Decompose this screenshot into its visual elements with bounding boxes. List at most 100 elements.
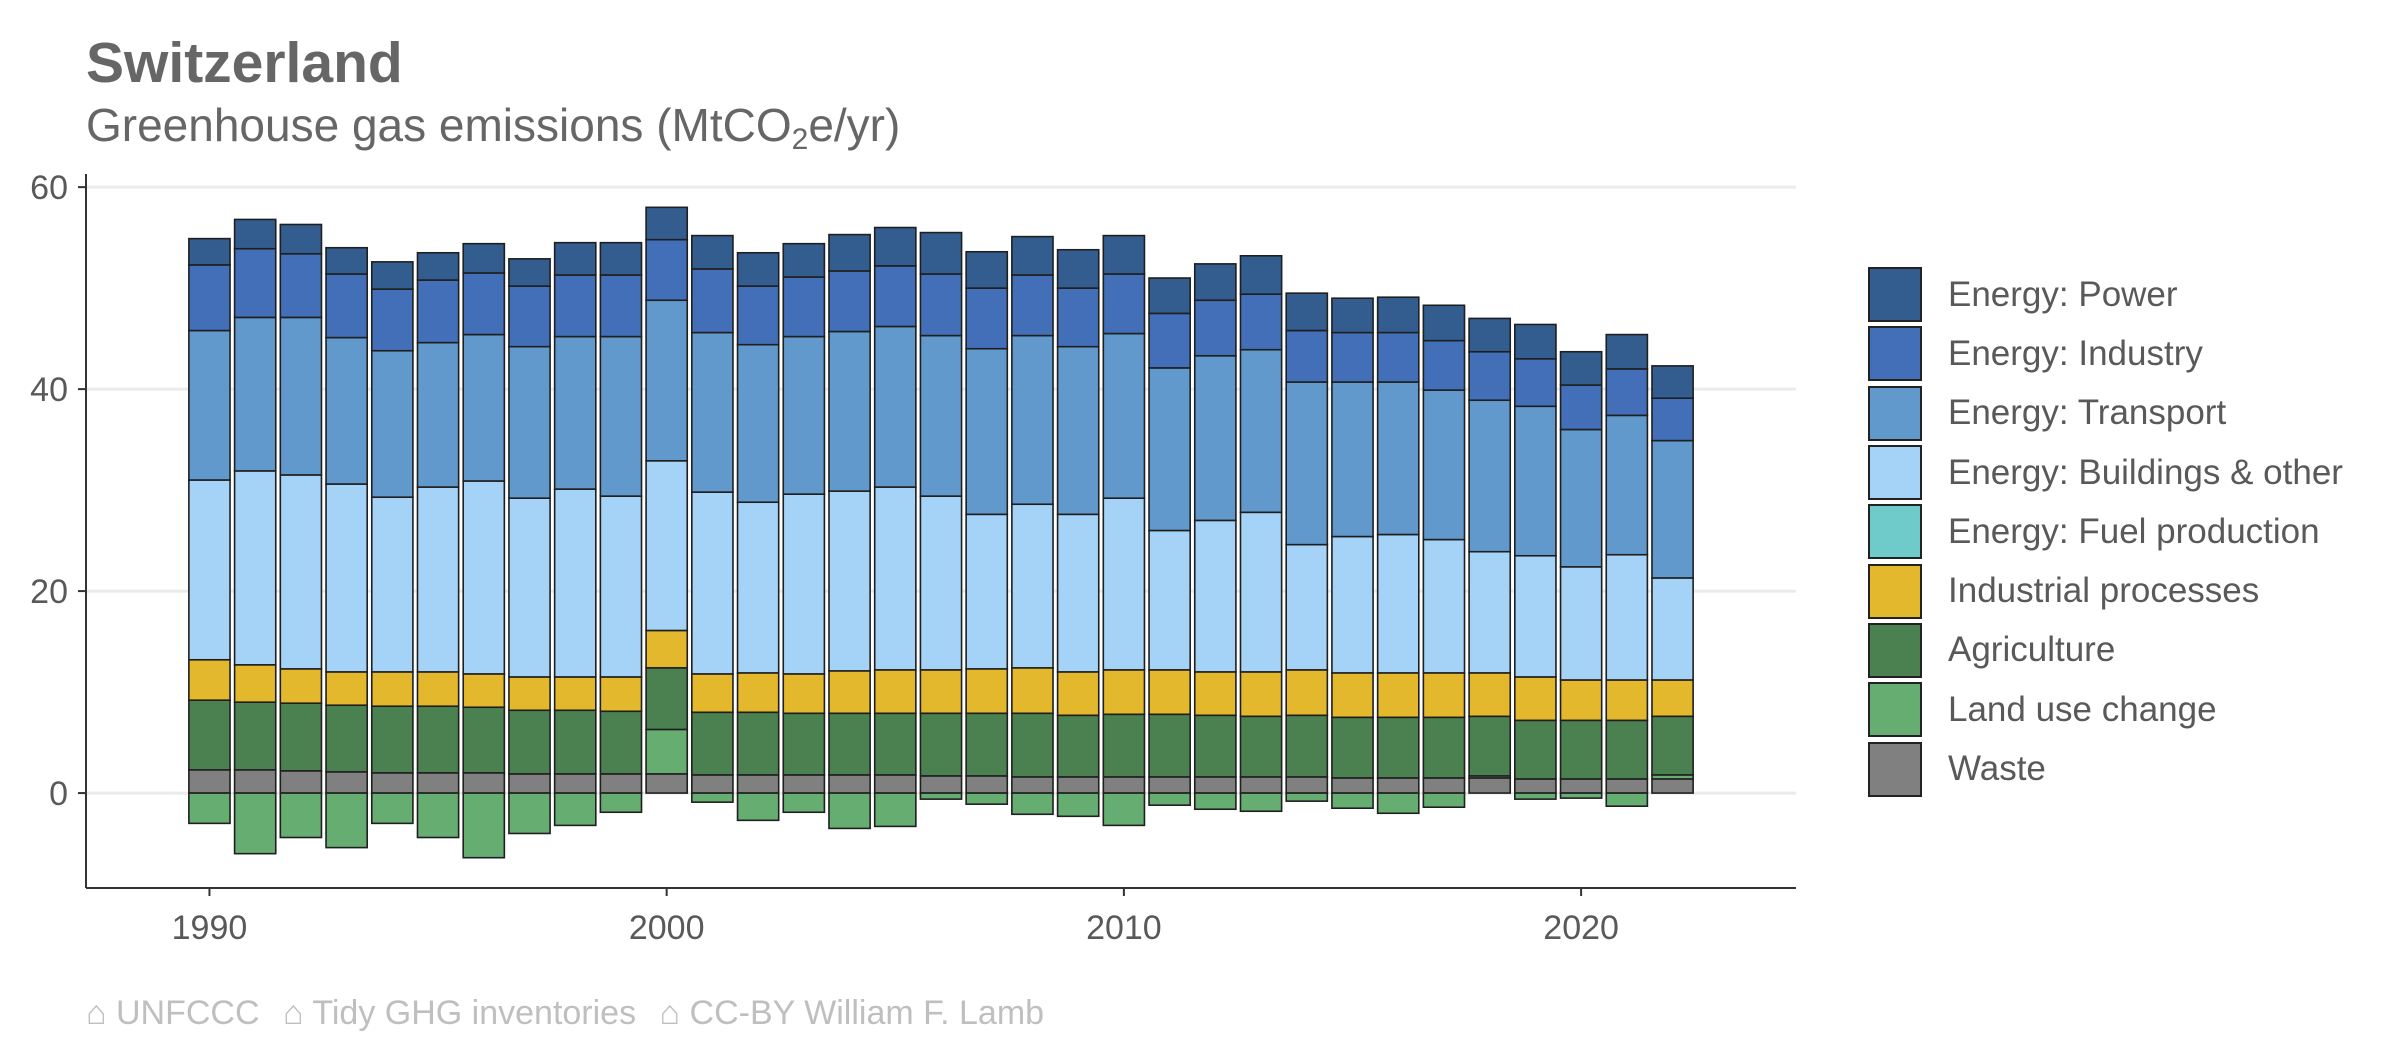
bar-segment-2017-3 [1422,672,1466,719]
bar-segment-2020-7 [1559,384,1603,431]
bar-segment-1991-5 [233,470,277,666]
x-tick-label-2000: 2000 [629,909,705,947]
bar-segment-2005-7 [873,265,917,328]
bar-segment-2022-6 [1651,439,1694,579]
legend-swatch-energy-transport [1868,385,1922,441]
bar-segment-2017-5 [1422,538,1466,674]
legend-item-energy-industry: Energy: Industry [1868,324,2343,383]
bar-segment-2000-1 [645,728,689,775]
bar-segment-1993-3 [325,671,368,707]
bar-segment-2021-2 [1605,719,1649,780]
bar-segment-2002-2 [736,711,780,776]
bar-segment-2008-1 [1011,792,1054,816]
bar-segment-1992-7 [279,252,323,319]
legend: Energy: Power Energy: Industry Energy: Tra… [1868,265,2343,799]
bar-segment-2020-8 [1559,350,1603,386]
bar-segment-2004-1 [828,792,871,830]
bar-segment-1997-8 [508,258,551,287]
bar-segment-2015-5 [1331,535,1374,674]
bar-segment-2001-0 [691,774,734,794]
bar-segment-2019-8 [1514,323,1557,360]
legend-label-energy-fuel-production: Energy: Fuel production [1948,511,2320,551]
bar-segment-1999-6 [599,335,643,497]
bar-segment-2005-1 [873,792,917,828]
bar-segment-1990-5 [188,479,231,661]
caption-source-unfccc: ⌂ UNFCCC [86,994,260,1032]
legend-label-land-use-change: Land use change [1948,689,2217,729]
bar-segment-2004-7 [828,270,871,333]
bar-segment-2018-3 [1468,672,1512,718]
bar-segment-1998-7 [553,274,597,338]
bar-segment-1992-1 [279,792,323,839]
x-tick-label-1990: 1990 [172,909,248,947]
bar-segment-2003-7 [782,276,826,338]
bar-segment-2012-8 [1193,263,1237,302]
bar-segment-1998-2 [553,709,597,775]
bar-segment-1994-0 [370,772,414,794]
bar-segment-2003-6 [782,335,826,495]
bar-segment-2004-3 [828,670,871,715]
bar-segment-2014-6 [1285,381,1329,546]
bar-segment-2005-0 [873,774,917,794]
legend-label-energy-transport: Energy: Transport [1948,393,2227,433]
bar-segment-2017-7 [1422,339,1466,391]
bar-segment-2010-2 [1102,713,1146,778]
bar-segment-2015-3 [1331,672,1374,719]
bar-segment-1998-0 [553,773,597,794]
bar-segment-2011-2 [1148,713,1191,778]
bar-segment-2003-0 [782,774,826,794]
bar-segment-2006-2 [919,712,963,777]
bar-segment-1995-8 [416,251,460,281]
bar-segment-2022-2 [1651,715,1694,776]
bar-segment-1990-2 [188,699,231,771]
bar-segment-2011-1 [1148,792,1191,806]
bar-segment-2022-7 [1651,397,1694,442]
bar-segment-2015-7 [1331,331,1374,383]
bar-segment-2021-3 [1605,679,1649,722]
bar-segment-1995-7 [416,279,460,344]
bar-segment-1993-1 [325,792,368,849]
bar-segment-2019-2 [1514,719,1557,780]
bar-segment-1999-3 [599,676,643,713]
bar-segment-2013-7 [1239,293,1283,351]
bar-segment-1997-3 [508,676,551,712]
bar-segment-2013-2 [1239,715,1283,778]
bar-segment-2021-5 [1605,553,1649,681]
bar-segment-2002-8 [736,251,780,287]
y-tick-label-40: 40 [30,371,68,409]
bar-segment-2016-1 [1376,792,1420,815]
legend-label-energy-buildings-other: Energy: Buildings & other [1948,452,2343,492]
bar-segment-1995-3 [416,671,460,708]
bar-segment-2017-2 [1422,716,1466,779]
bar-segment-2014-5 [1285,543,1329,671]
bar-segment-2015-1 [1331,792,1374,810]
bar-segment-1999-2 [599,710,643,775]
bar-segment-2019-6 [1514,405,1557,557]
bar-segment-2016-6 [1376,381,1420,536]
bar-segment-1992-3 [279,668,323,704]
bar-segment-1990-1 [188,792,231,825]
bar-segment-1996-5 [462,480,506,675]
bar-segment-2006-3 [919,669,963,715]
bar-segment-2007-1 [965,792,1009,805]
bar-segment-2014-2 [1285,714,1329,778]
bar-segment-2010-1 [1102,792,1146,827]
source-caption: ⌂ UNFCCC ⌂ Tidy GHG inventories ⌂ CC-BY … [86,994,1058,1033]
bar-segment-1997-7 [508,285,551,348]
bar-segment-2007-8 [965,250,1009,289]
bar-segment-1997-1 [508,792,551,835]
x-tick-label-2020: 2020 [1543,909,1619,947]
bar-segment-1992-5 [279,474,323,670]
bar-segment-1996-0 [462,772,506,794]
bar-segment-2019-5 [1514,554,1557,678]
bar-segment-1994-2 [370,705,414,774]
bar-segment-2014-1 [1285,792,1329,802]
bar-segment-2019-7 [1514,358,1557,408]
bar-segment-2016-3 [1376,672,1420,719]
bar-segment-2021-8 [1605,333,1649,370]
bar-segment-2007-0 [965,775,1009,794]
bar-segment-1998-8 [553,241,597,276]
bar-segment-2005-2 [873,712,917,776]
bar-segment-2010-3 [1102,669,1146,716]
caption-source-tidy-ghg: ⌂ Tidy GHG inventories [282,994,637,1032]
